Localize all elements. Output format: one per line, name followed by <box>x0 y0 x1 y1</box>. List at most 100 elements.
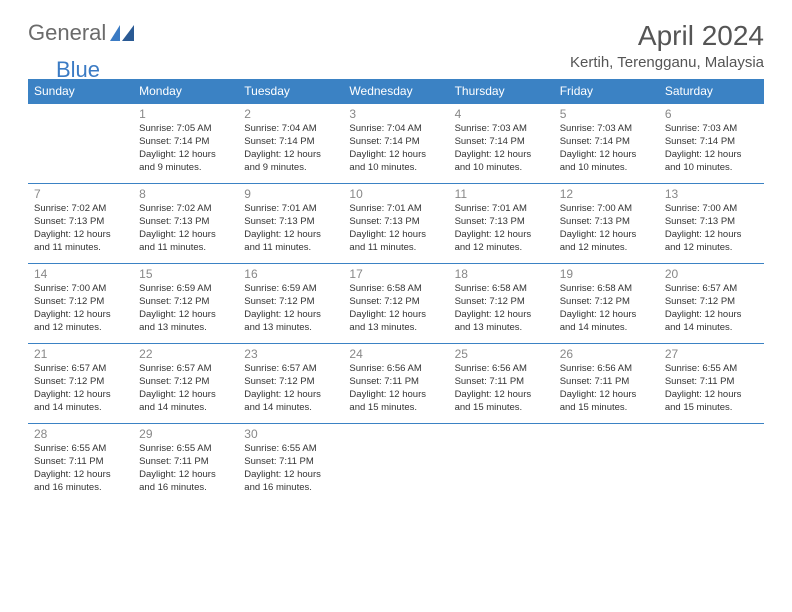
daylight-text: Daylight: 12 hours and 14 minutes. <box>665 309 758 335</box>
calendar-day-cell: 15Sunrise: 6:59 AMSunset: 7:12 PMDayligh… <box>133 264 238 344</box>
calendar-header-row: SundayMondayTuesdayWednesdayThursdayFrid… <box>28 79 764 104</box>
sunrise-text: Sunrise: 7:03 AM <box>455 123 548 136</box>
daylight-text: Daylight: 12 hours and 15 minutes. <box>455 389 548 415</box>
sunrise-text: Sunrise: 6:57 AM <box>244 363 337 376</box>
day-number: 1 <box>139 106 232 122</box>
sunset-text: Sunset: 7:14 PM <box>139 136 232 149</box>
sunrise-text: Sunrise: 7:00 AM <box>665 203 758 216</box>
calendar-day-cell: 16Sunrise: 6:59 AMSunset: 7:12 PMDayligh… <box>238 264 343 344</box>
daylight-text: Daylight: 12 hours and 12 minutes. <box>665 229 758 255</box>
sunset-text: Sunset: 7:14 PM <box>665 136 758 149</box>
calendar-day-cell: 1Sunrise: 7:05 AMSunset: 7:14 PMDaylight… <box>133 104 238 184</box>
day-number: 25 <box>455 346 548 362</box>
day-number: 11 <box>455 186 548 202</box>
daylight-text: Daylight: 12 hours and 9 minutes. <box>244 149 337 175</box>
sunset-text: Sunset: 7:11 PM <box>244 456 337 469</box>
day-number: 7 <box>34 186 127 202</box>
calendar-day-cell: 11Sunrise: 7:01 AMSunset: 7:13 PMDayligh… <box>449 184 554 264</box>
daylight-text: Daylight: 12 hours and 16 minutes. <box>34 469 127 495</box>
calendar-day-cell: 29Sunrise: 6:55 AMSunset: 7:11 PMDayligh… <box>133 424 238 504</box>
calendar-day-cell: 20Sunrise: 6:57 AMSunset: 7:12 PMDayligh… <box>659 264 764 344</box>
day-number: 6 <box>665 106 758 122</box>
day-number: 10 <box>349 186 442 202</box>
calendar-body: .1Sunrise: 7:05 AMSunset: 7:14 PMDayligh… <box>28 104 764 504</box>
day-number: 20 <box>665 266 758 282</box>
calendar-day-cell: 14Sunrise: 7:00 AMSunset: 7:12 PMDayligh… <box>28 264 133 344</box>
day-number: 15 <box>139 266 232 282</box>
sunset-text: Sunset: 7:11 PM <box>455 376 548 389</box>
day-number: 2 <box>244 106 337 122</box>
sunrise-text: Sunrise: 7:01 AM <box>455 203 548 216</box>
sunrise-text: Sunrise: 6:57 AM <box>34 363 127 376</box>
sunrise-text: Sunrise: 7:00 AM <box>560 203 653 216</box>
day-number: 16 <box>244 266 337 282</box>
calendar-week-row: 7Sunrise: 7:02 AMSunset: 7:13 PMDaylight… <box>28 184 764 264</box>
sunrise-text: Sunrise: 7:04 AM <box>244 123 337 136</box>
sunset-text: Sunset: 7:12 PM <box>560 296 653 309</box>
daylight-text: Daylight: 12 hours and 12 minutes. <box>34 309 127 335</box>
sunrise-text: Sunrise: 6:56 AM <box>560 363 653 376</box>
calendar-day-cell: 26Sunrise: 6:56 AMSunset: 7:11 PMDayligh… <box>554 344 659 424</box>
daylight-text: Daylight: 12 hours and 14 minutes. <box>560 309 653 335</box>
weekday-header: Saturday <box>659 79 764 104</box>
daylight-text: Daylight: 12 hours and 16 minutes. <box>139 469 232 495</box>
calendar-day-cell: 19Sunrise: 6:58 AMSunset: 7:12 PMDayligh… <box>554 264 659 344</box>
day-number: 3 <box>349 106 442 122</box>
sunset-text: Sunset: 7:13 PM <box>665 216 758 229</box>
sunset-text: Sunset: 7:14 PM <box>349 136 442 149</box>
sunset-text: Sunset: 7:12 PM <box>349 296 442 309</box>
logo-text-general: General <box>28 20 106 46</box>
sunset-text: Sunset: 7:12 PM <box>34 296 127 309</box>
sunrise-text: Sunrise: 6:59 AM <box>244 283 337 296</box>
calendar-day-cell: 21Sunrise: 6:57 AMSunset: 7:12 PMDayligh… <box>28 344 133 424</box>
daylight-text: Daylight: 12 hours and 9 minutes. <box>139 149 232 175</box>
day-number: 22 <box>139 346 232 362</box>
sunrise-text: Sunrise: 6:55 AM <box>139 443 232 456</box>
daylight-text: Daylight: 12 hours and 14 minutes. <box>34 389 127 415</box>
sunrise-text: Sunrise: 6:59 AM <box>139 283 232 296</box>
sunrise-text: Sunrise: 6:55 AM <box>665 363 758 376</box>
sunset-text: Sunset: 7:13 PM <box>34 216 127 229</box>
sunset-text: Sunset: 7:12 PM <box>455 296 548 309</box>
sunrise-text: Sunrise: 6:55 AM <box>34 443 127 456</box>
daylight-text: Daylight: 12 hours and 15 minutes. <box>665 389 758 415</box>
calendar-day-cell: 5Sunrise: 7:03 AMSunset: 7:14 PMDaylight… <box>554 104 659 184</box>
sunset-text: Sunset: 7:14 PM <box>560 136 653 149</box>
calendar-day-cell: 17Sunrise: 6:58 AMSunset: 7:12 PMDayligh… <box>343 264 448 344</box>
sunrise-text: Sunrise: 7:03 AM <box>665 123 758 136</box>
sunset-text: Sunset: 7:13 PM <box>455 216 548 229</box>
daylight-text: Daylight: 12 hours and 12 minutes. <box>455 229 548 255</box>
sunset-text: Sunset: 7:11 PM <box>139 456 232 469</box>
daylight-text: Daylight: 12 hours and 16 minutes. <box>244 469 337 495</box>
calendar-day-cell: 30Sunrise: 6:55 AMSunset: 7:11 PMDayligh… <box>238 424 343 504</box>
sunrise-text: Sunrise: 6:57 AM <box>665 283 758 296</box>
calendar-day-cell: 25Sunrise: 6:56 AMSunset: 7:11 PMDayligh… <box>449 344 554 424</box>
day-number: 28 <box>34 426 127 442</box>
sunset-text: Sunset: 7:12 PM <box>139 296 232 309</box>
sunset-text: Sunset: 7:12 PM <box>665 296 758 309</box>
daylight-text: Daylight: 12 hours and 10 minutes. <box>349 149 442 175</box>
calendar-day-cell: 24Sunrise: 6:56 AMSunset: 7:11 PMDayligh… <box>343 344 448 424</box>
sunrise-text: Sunrise: 6:58 AM <box>455 283 548 296</box>
calendar-day-cell: 8Sunrise: 7:02 AMSunset: 7:13 PMDaylight… <box>133 184 238 264</box>
calendar-day-cell: . <box>343 424 448 504</box>
sunrise-text: Sunrise: 7:02 AM <box>139 203 232 216</box>
sunrise-text: Sunrise: 6:58 AM <box>560 283 653 296</box>
sunset-text: Sunset: 7:14 PM <box>244 136 337 149</box>
day-number: 5 <box>560 106 653 122</box>
calendar-day-cell: . <box>28 104 133 184</box>
sunrise-text: Sunrise: 6:57 AM <box>139 363 232 376</box>
day-number: 9 <box>244 186 337 202</box>
sunrise-text: Sunrise: 6:55 AM <box>244 443 337 456</box>
sunrise-text: Sunrise: 7:01 AM <box>349 203 442 216</box>
calendar-day-cell: 12Sunrise: 7:00 AMSunset: 7:13 PMDayligh… <box>554 184 659 264</box>
sunset-text: Sunset: 7:13 PM <box>139 216 232 229</box>
calendar-week-row: 21Sunrise: 6:57 AMSunset: 7:12 PMDayligh… <box>28 344 764 424</box>
calendar-day-cell: 2Sunrise: 7:04 AMSunset: 7:14 PMDaylight… <box>238 104 343 184</box>
sunset-text: Sunset: 7:12 PM <box>34 376 127 389</box>
day-number: 24 <box>349 346 442 362</box>
day-number: 30 <box>244 426 337 442</box>
daylight-text: Daylight: 12 hours and 14 minutes. <box>139 389 232 415</box>
calendar-day-cell: 9Sunrise: 7:01 AMSunset: 7:13 PMDaylight… <box>238 184 343 264</box>
daylight-text: Daylight: 12 hours and 15 minutes. <box>560 389 653 415</box>
